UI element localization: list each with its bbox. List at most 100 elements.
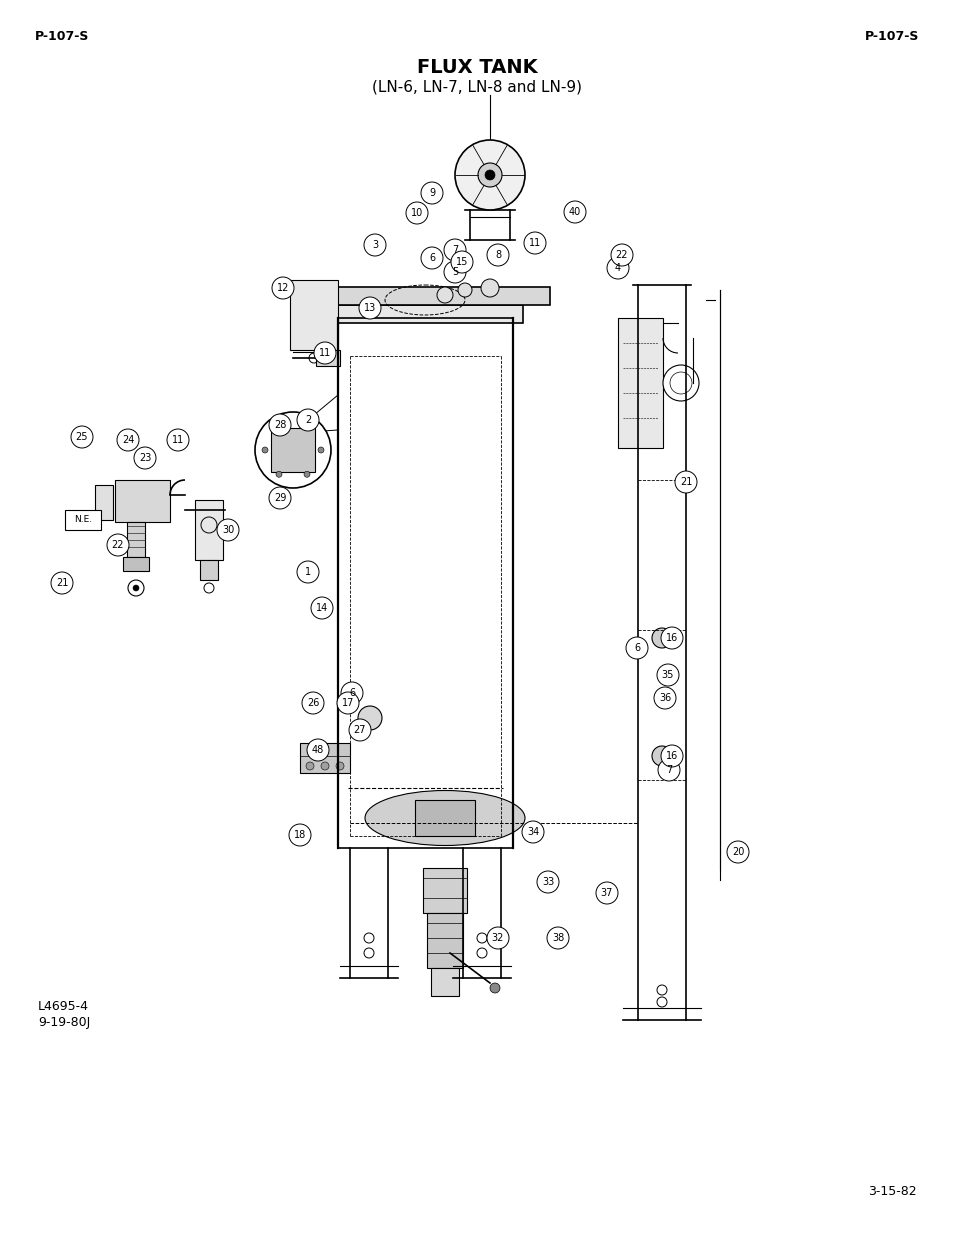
Circle shape [420, 182, 442, 204]
Bar [95, 485, 112, 520]
Text: 15: 15 [456, 257, 468, 267]
Bar [271, 429, 314, 472]
Circle shape [420, 247, 442, 269]
Circle shape [457, 283, 472, 296]
Text: 16: 16 [665, 751, 678, 761]
Circle shape [486, 245, 509, 266]
Text: 7: 7 [452, 245, 457, 254]
Circle shape [133, 447, 156, 469]
Circle shape [675, 471, 697, 493]
Text: 28: 28 [274, 420, 286, 430]
Circle shape [311, 597, 333, 619]
Text: 34: 34 [526, 827, 538, 837]
Circle shape [107, 534, 129, 556]
Circle shape [658, 760, 679, 781]
Text: N.E.: N.E. [74, 515, 92, 525]
Text: 2: 2 [305, 415, 311, 425]
Text: 29: 29 [274, 493, 286, 503]
Text: 8: 8 [495, 249, 500, 261]
Circle shape [314, 342, 335, 364]
Circle shape [304, 422, 310, 429]
Circle shape [335, 762, 344, 769]
Circle shape [51, 572, 73, 594]
Circle shape [660, 745, 682, 767]
Circle shape [606, 257, 628, 279]
Bar [194, 500, 223, 559]
Bar [127, 522, 145, 557]
Circle shape [455, 140, 524, 210]
Bar [427, 913, 462, 968]
Text: 4: 4 [615, 263, 620, 273]
Circle shape [254, 412, 331, 488]
Bar [299, 743, 350, 773]
Circle shape [596, 882, 618, 904]
Bar [328, 305, 522, 324]
Circle shape [406, 203, 428, 224]
Text: 12: 12 [276, 283, 289, 293]
Text: 26: 26 [307, 698, 319, 708]
Circle shape [128, 580, 144, 597]
Text: 16: 16 [665, 634, 678, 643]
Circle shape [651, 629, 671, 648]
Text: 6: 6 [634, 643, 639, 653]
Circle shape [490, 983, 499, 993]
FancyBboxPatch shape [65, 510, 101, 530]
Text: 27: 27 [354, 725, 366, 735]
Bar [618, 317, 662, 448]
Circle shape [654, 687, 676, 709]
Circle shape [660, 627, 682, 650]
Circle shape [486, 927, 509, 948]
Text: 11: 11 [528, 238, 540, 248]
Circle shape [521, 821, 543, 844]
Circle shape [317, 447, 324, 453]
Text: 24: 24 [122, 435, 134, 445]
Bar [290, 280, 337, 350]
Circle shape [132, 585, 139, 592]
Text: 1: 1 [305, 567, 311, 577]
Text: P-107-S: P-107-S [35, 30, 90, 43]
Bar [415, 800, 475, 836]
Circle shape [523, 232, 545, 254]
Text: 23: 23 [139, 453, 151, 463]
Circle shape [484, 170, 495, 180]
Text: 11: 11 [318, 348, 331, 358]
Text: 18: 18 [294, 830, 306, 840]
Text: 35: 35 [661, 671, 674, 680]
Text: 9-19-80J: 9-19-80J [38, 1016, 91, 1029]
Circle shape [289, 824, 311, 846]
Circle shape [302, 692, 324, 714]
Text: 17: 17 [341, 698, 354, 708]
Text: 14: 14 [315, 603, 328, 613]
Circle shape [358, 296, 380, 319]
Circle shape [537, 871, 558, 893]
Circle shape [307, 739, 329, 761]
Text: 9: 9 [429, 188, 435, 198]
Text: 3-15-82: 3-15-82 [867, 1186, 916, 1198]
Circle shape [216, 519, 239, 541]
Text: 37: 37 [600, 888, 613, 898]
Circle shape [563, 201, 585, 224]
Text: 30: 30 [222, 525, 233, 535]
Circle shape [349, 719, 371, 741]
Text: 33: 33 [541, 877, 554, 887]
Text: 21: 21 [56, 578, 68, 588]
Text: 5: 5 [452, 267, 457, 277]
Text: FLUX TANK: FLUX TANK [416, 58, 537, 77]
Circle shape [546, 927, 568, 948]
Bar [115, 480, 170, 522]
Text: 48: 48 [312, 745, 324, 755]
Circle shape [275, 472, 282, 477]
Circle shape [320, 762, 329, 769]
Circle shape [436, 287, 453, 303]
Text: 10: 10 [411, 207, 423, 219]
Bar [422, 868, 467, 913]
Circle shape [117, 429, 139, 451]
Text: 22: 22 [615, 249, 628, 261]
Bar [431, 968, 458, 995]
Text: 21: 21 [679, 477, 692, 487]
Ellipse shape [365, 790, 524, 846]
Circle shape [480, 279, 498, 296]
Circle shape [364, 233, 386, 256]
Text: 38: 38 [551, 932, 563, 944]
Text: 13: 13 [363, 303, 375, 312]
